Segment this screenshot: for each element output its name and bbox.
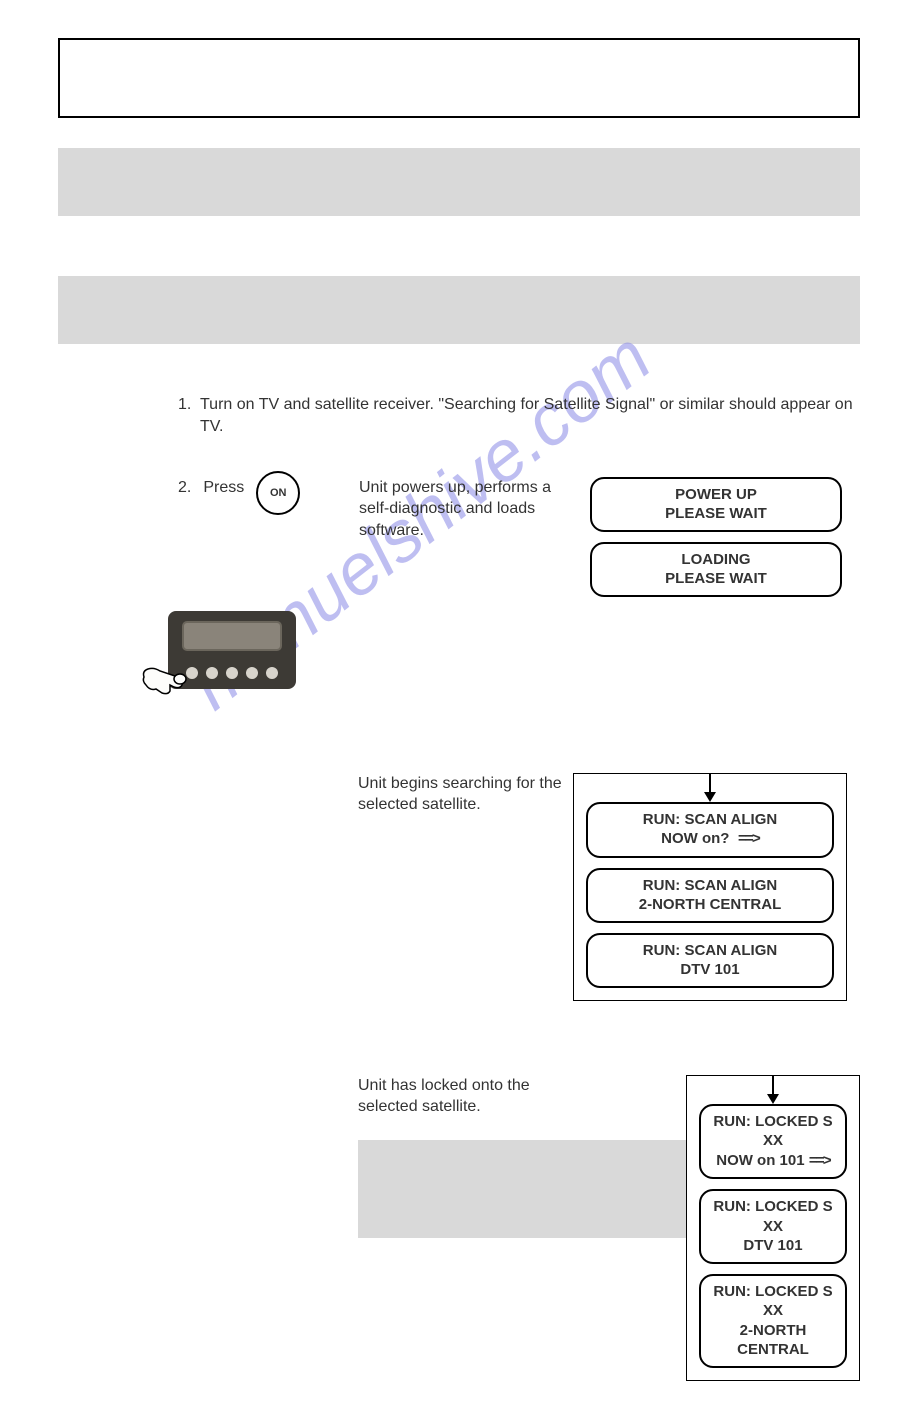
display-line: RUN: LOCKED S XX [713,1198,832,1235]
arrow-icon: ==> [738,831,759,848]
step-2-desc: Unit powers up, performs a self-diagnost… [359,477,574,542]
device-screen [182,621,282,651]
device-illustration [168,611,860,689]
display-scan-1: RUN: SCAN ALIGN NOW on? ==> [586,802,834,858]
step-2-label: Press [203,477,244,499]
step-1-number: 1. [178,394,200,439]
flow-arrow-head-icon [767,1094,779,1104]
display-line: DTV 101 [596,960,824,980]
flow-group-searching: RUN: SCAN ALIGN NOW on? ==> RUN: SCAN AL… [573,773,847,1001]
device-button-dot [246,667,258,679]
display-loading: LOADING PLEASE WAIT [590,542,842,597]
display-line: LOADING [681,551,750,568]
display-line: RUN: SCAN ALIGN [643,877,777,894]
display-line: PLEASE WAIT [600,504,832,524]
display-line: 2-NORTH CENTRAL [709,1321,837,1360]
arrow-icon: ==> [809,1153,830,1170]
display-locked-3: RUN: LOCKED S XX 2-NORTH CENTRAL [699,1274,847,1368]
gray-bar-1 [58,148,860,216]
header-box [58,38,860,118]
display-line: RUN: LOCKED S XX [713,1113,832,1150]
display-line: DTV 101 [709,1236,837,1256]
device-button-dot [206,667,218,679]
section-locked: Unit has locked onto the selected satell… [178,1075,860,1381]
display-line: NOW on 101 ==> [709,1151,837,1172]
device-buttons [186,667,278,679]
display-power-up: POWER UP PLEASE WAIT [590,477,842,532]
searching-desc: Unit begins searching for the selected s… [358,773,573,816]
flow-group-locked: RUN: LOCKED S XX NOW on 101 ==> RUN: LOC… [686,1075,860,1381]
step-2-number: 2. [178,477,191,499]
hand-icon [136,657,196,697]
display-line: RUN: SCAN ALIGN [643,811,777,828]
device-button-dot [226,667,238,679]
step-1: 1. Turn on TV and satellite receiver. "S… [178,394,860,439]
display-locked-1: RUN: LOCKED S XX NOW on 101 ==> [699,1104,847,1180]
section-searching: Unit begins searching for the selected s… [178,773,860,1001]
display-locked-2: RUN: LOCKED S XX DTV 101 [699,1189,847,1264]
step-2-row: 2. Press ON Unit powers up, performs a s… [178,477,860,597]
device-button-dot [266,667,278,679]
on-button-label: ON [270,487,287,499]
display-line: PLEASE WAIT [600,569,832,589]
on-button[interactable]: ON [256,471,300,515]
locked-desc: Unit has locked onto the selected satell… [358,1075,573,1118]
display-scan-3: RUN: SCAN ALIGN DTV 101 [586,933,834,988]
display-line: NOW on? ==> [596,829,824,850]
display-line: POWER UP [675,486,757,503]
gray-bar-2 [58,276,860,344]
step-1-text: Turn on TV and satellite receiver. "Sear… [200,394,860,439]
gray-box-bottom [358,1140,686,1238]
display-line: 2-NORTH CENTRAL [596,895,824,915]
display-line: RUN: SCAN ALIGN [643,942,777,959]
display-line: RUN: LOCKED S XX [713,1283,832,1320]
flow-arrow-head-icon [704,792,716,802]
display-scan-2: RUN: SCAN ALIGN 2-NORTH CENTRAL [586,868,834,923]
